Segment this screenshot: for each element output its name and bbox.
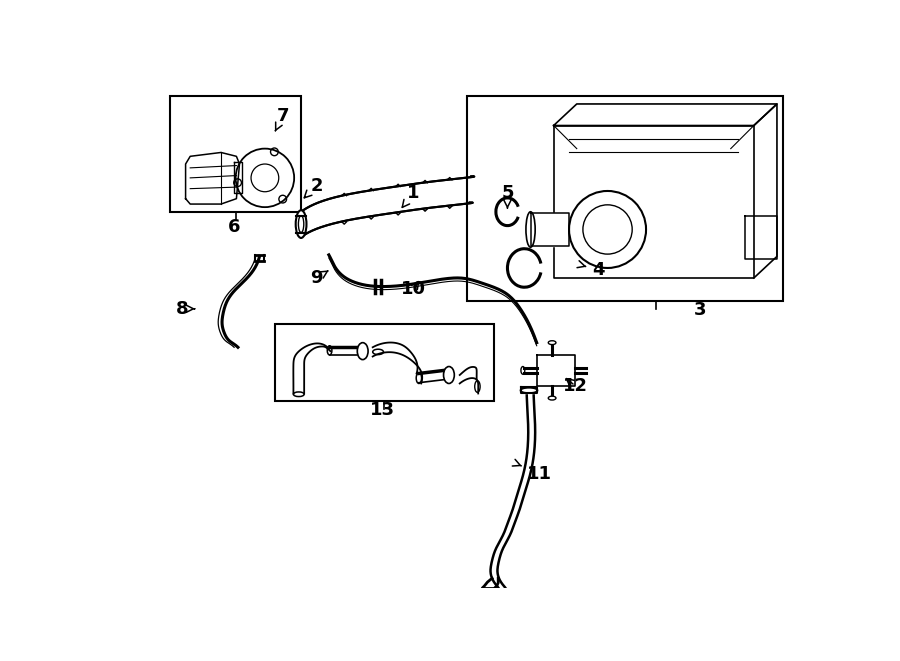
- Polygon shape: [185, 153, 239, 204]
- Bar: [170, 97, 302, 212]
- Polygon shape: [521, 387, 536, 393]
- Bar: [274, 324, 493, 401]
- Text: 2: 2: [304, 176, 323, 198]
- Polygon shape: [302, 176, 474, 237]
- Polygon shape: [754, 104, 777, 278]
- Polygon shape: [234, 163, 242, 193]
- Text: 6: 6: [228, 218, 240, 236]
- Text: 3: 3: [694, 301, 706, 319]
- Polygon shape: [554, 126, 754, 278]
- Text: 5: 5: [501, 184, 514, 208]
- Polygon shape: [744, 216, 777, 258]
- Ellipse shape: [357, 342, 368, 360]
- Text: 13: 13: [370, 401, 395, 420]
- Polygon shape: [530, 213, 569, 247]
- Polygon shape: [491, 391, 536, 588]
- Text: 11: 11: [512, 459, 553, 483]
- Ellipse shape: [548, 340, 556, 344]
- Ellipse shape: [444, 367, 454, 383]
- Polygon shape: [554, 104, 777, 126]
- Text: 8: 8: [176, 300, 194, 318]
- Text: 12: 12: [562, 377, 588, 395]
- Text: 9: 9: [310, 269, 328, 287]
- Ellipse shape: [296, 210, 307, 238]
- Text: 1: 1: [402, 184, 419, 208]
- Text: 7: 7: [275, 107, 289, 131]
- Polygon shape: [536, 355, 575, 386]
- Ellipse shape: [548, 396, 556, 400]
- Text: 4: 4: [577, 260, 605, 280]
- Text: 10: 10: [401, 280, 426, 297]
- Bar: [467, 97, 783, 301]
- Circle shape: [569, 191, 646, 268]
